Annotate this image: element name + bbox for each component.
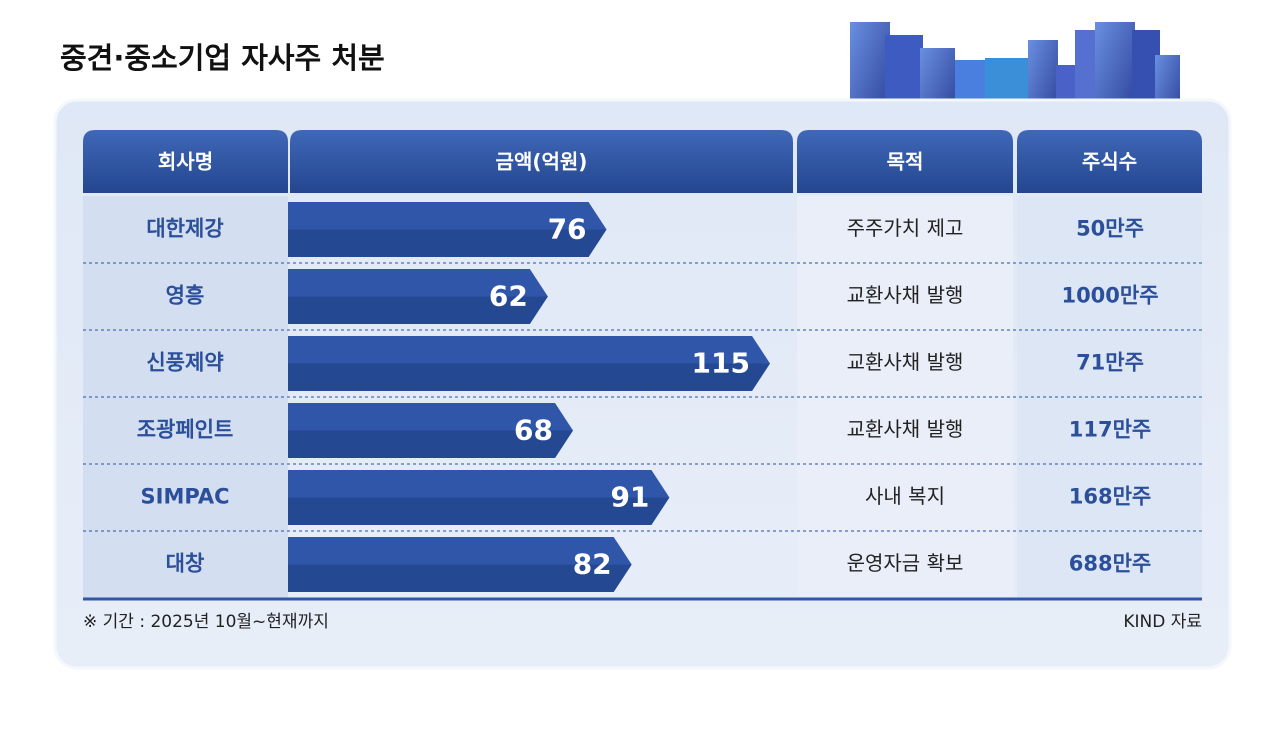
- bar-shade: [288, 430, 574, 458]
- header-label: 주식수: [1082, 150, 1137, 174]
- bar-shade: [288, 497, 670, 525]
- bar-label: 68: [514, 414, 553, 447]
- shares: 1000만주: [1061, 284, 1158, 308]
- company-name: 대한제강: [146, 217, 223, 241]
- note: ※ 기간 : 2025년 10월~현재까지: [83, 612, 329, 632]
- company-name: 영흥: [166, 284, 205, 308]
- purpose: 주주가치 제고: [847, 216, 964, 240]
- header-label: 목적: [887, 150, 924, 174]
- bar-label: 76: [548, 213, 587, 246]
- header-cell: [290, 130, 793, 193]
- bar-shade: [288, 229, 607, 257]
- purpose: 교환사채 발행: [847, 350, 964, 374]
- company-name: 대창: [166, 552, 205, 576]
- title: 중견·중소기업 자사주 처분: [60, 41, 385, 75]
- bar-shade: [288, 564, 632, 592]
- purpose: 교환사채 발행: [847, 417, 964, 441]
- bar-shade: [288, 363, 770, 391]
- shares: 50만주: [1076, 217, 1144, 241]
- purpose: 사내 복지: [865, 484, 945, 508]
- purpose: 운영자금 확보: [847, 551, 964, 575]
- header-label: 금액(억원): [496, 150, 588, 174]
- company-name: 신풍제약: [146, 351, 223, 375]
- shares: 71만주: [1076, 351, 1144, 375]
- shares: 117만주: [1069, 418, 1151, 442]
- company-name: 조광페인트: [137, 418, 234, 442]
- header-label: 회사명: [158, 150, 213, 174]
- shares: 688만주: [1069, 552, 1151, 576]
- purpose: 교환사채 발행: [847, 283, 964, 307]
- bar-label: 115: [692, 347, 750, 380]
- bar-shade: [288, 296, 548, 324]
- source: KIND 자료: [1123, 612, 1202, 632]
- header-cell: [83, 130, 288, 193]
- company-name: SIMPAC: [141, 485, 230, 509]
- bar-label: 62: [489, 280, 528, 313]
- header-cell: [797, 130, 1013, 193]
- bar-label: 91: [610, 481, 649, 514]
- header-cell: [1017, 130, 1202, 193]
- bar-label: 82: [573, 548, 612, 581]
- shares: 168만주: [1069, 485, 1151, 509]
